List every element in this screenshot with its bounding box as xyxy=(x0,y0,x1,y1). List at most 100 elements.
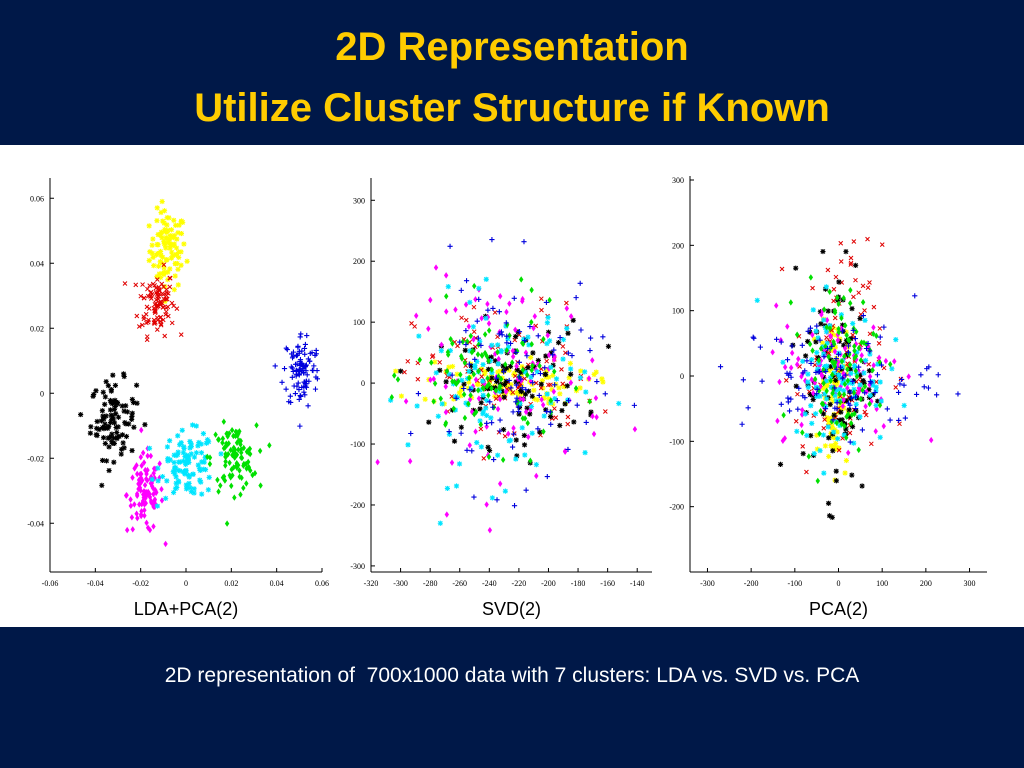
data-point xyxy=(223,462,228,469)
data-point xyxy=(151,470,156,477)
data-point xyxy=(831,370,837,376)
data-point xyxy=(492,383,498,389)
data-point xyxy=(847,402,853,408)
data-point xyxy=(288,364,294,370)
data-point xyxy=(173,480,179,486)
data-point xyxy=(534,369,540,375)
data-point xyxy=(243,460,249,468)
data-point xyxy=(541,413,547,419)
data-point xyxy=(529,340,534,348)
data-point xyxy=(823,383,829,389)
data-point xyxy=(566,375,572,381)
data-point xyxy=(220,474,226,481)
data-point xyxy=(188,489,194,495)
data-point xyxy=(529,318,534,326)
data-point xyxy=(500,456,506,464)
data-point xyxy=(565,350,572,356)
data-point xyxy=(451,438,458,444)
data-point xyxy=(896,417,902,423)
x-tick-label: -280 xyxy=(423,579,438,588)
data-point xyxy=(918,372,924,378)
data-point xyxy=(842,380,848,388)
y-tick-label: 200 xyxy=(672,241,684,250)
data-point xyxy=(488,354,494,360)
data-point xyxy=(864,388,869,395)
data-point xyxy=(134,462,139,469)
data-point xyxy=(594,413,599,421)
data-point xyxy=(233,428,238,435)
data-point xyxy=(867,400,872,408)
data-point xyxy=(463,301,469,308)
data-point xyxy=(432,359,438,365)
data-point xyxy=(216,436,221,443)
data-point xyxy=(164,215,170,221)
data-point xyxy=(515,376,521,383)
data-point xyxy=(817,430,822,438)
x-tick-label: -140 xyxy=(630,579,645,588)
data-point xyxy=(134,490,140,498)
data-point xyxy=(489,420,495,426)
data-point xyxy=(838,240,844,246)
data-point xyxy=(395,376,401,383)
data-point xyxy=(548,421,554,427)
data-point xyxy=(437,359,443,365)
data-point xyxy=(823,378,830,384)
data-point xyxy=(501,394,507,400)
data-point xyxy=(814,391,820,397)
data-point xyxy=(852,363,858,369)
data-point xyxy=(403,398,409,405)
y-tick-label: 0.02 xyxy=(30,324,44,333)
data-point xyxy=(437,520,443,526)
data-point xyxy=(803,353,809,359)
scatter-charts: -0.06 -0.04 -0.02 0 0.02 0.04 0.06 -0.04 -0.02 0 0… xyxy=(27,176,987,619)
data-point xyxy=(564,305,570,312)
data-point xyxy=(541,395,547,401)
data-point xyxy=(486,392,491,399)
data-point xyxy=(486,453,492,461)
data-point xyxy=(112,397,118,403)
data-point xyxy=(793,265,799,271)
data-point xyxy=(502,433,508,439)
data-point xyxy=(525,419,530,427)
data-point xyxy=(187,445,193,451)
data-point xyxy=(121,373,127,380)
data-point xyxy=(178,218,185,224)
data-point xyxy=(770,349,775,356)
data-point xyxy=(508,381,514,388)
data-point xyxy=(829,514,835,520)
data-point xyxy=(109,439,115,445)
data-point xyxy=(590,357,595,364)
data-point xyxy=(848,255,854,261)
data-point xyxy=(805,338,811,345)
data-point xyxy=(463,341,469,348)
data-point xyxy=(519,383,525,389)
data-point xyxy=(546,338,553,344)
data-point xyxy=(844,332,849,339)
data-point xyxy=(156,271,162,277)
data-point xyxy=(484,420,490,426)
data-point xyxy=(849,411,855,419)
data-point xyxy=(458,393,464,399)
data-point xyxy=(171,241,177,247)
data-point xyxy=(799,373,804,380)
data-point xyxy=(150,484,156,492)
data-point xyxy=(800,393,806,399)
data-point xyxy=(817,448,823,454)
x-tick-label: 300 xyxy=(964,579,976,588)
data-point xyxy=(461,385,467,392)
data-point xyxy=(163,296,169,302)
data-point xyxy=(836,372,842,378)
data-point xyxy=(207,460,213,468)
data-point xyxy=(105,383,111,389)
data-point xyxy=(850,320,856,327)
data-point xyxy=(466,361,472,367)
data-point xyxy=(513,437,519,443)
data-point xyxy=(455,343,460,349)
data-point xyxy=(300,363,306,369)
data-point xyxy=(822,286,829,292)
data-point xyxy=(498,384,505,390)
data-point xyxy=(175,467,181,473)
x-tick-label: 0.06 xyxy=(315,579,329,588)
data-point xyxy=(492,385,498,391)
data-point xyxy=(173,453,179,459)
